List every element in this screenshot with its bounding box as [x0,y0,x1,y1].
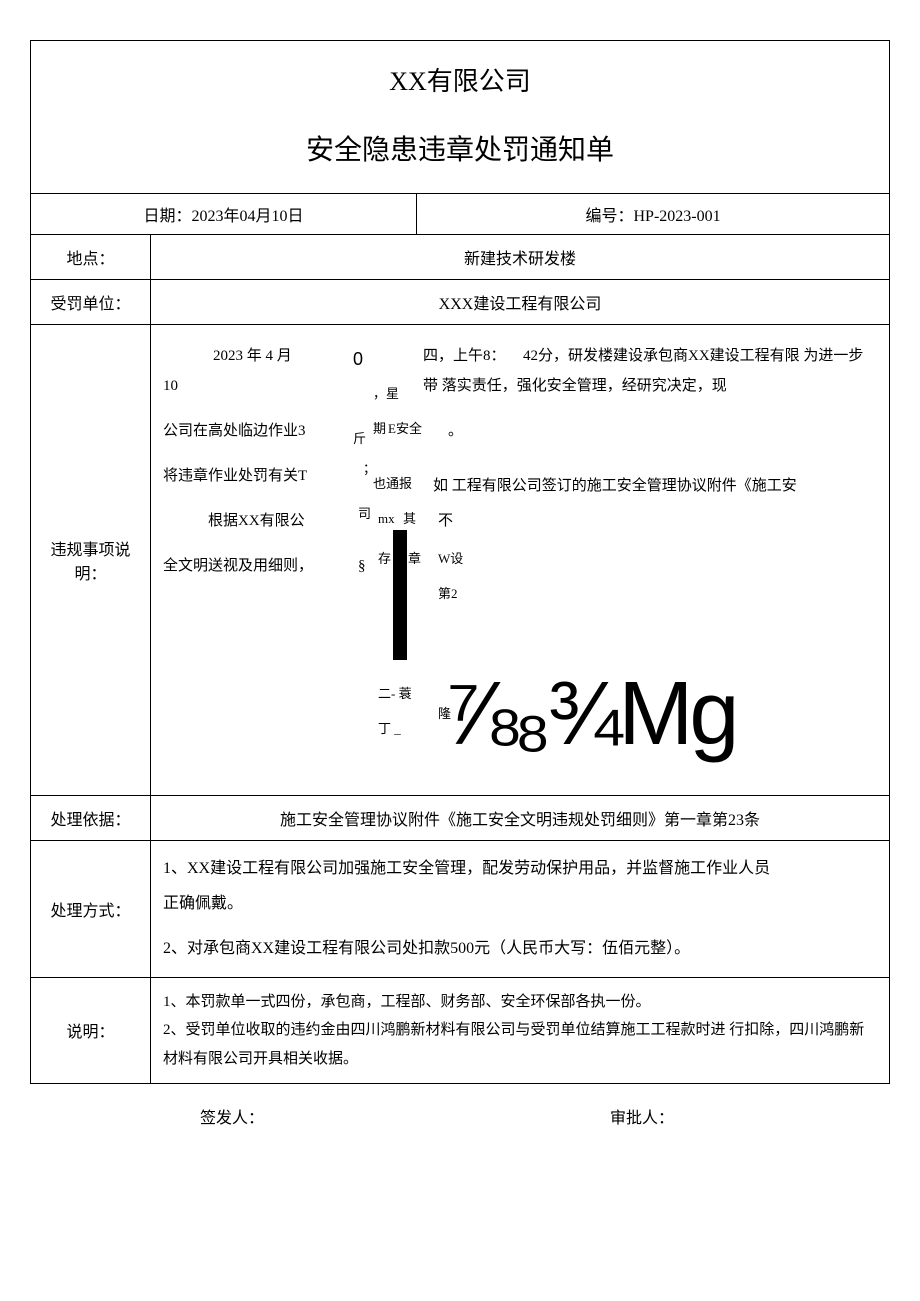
date-value: 2023年04月10日 [192,208,304,225]
notes-line2: 2、受罚单位收取的违约金由四川鸿鹏新材料有限公司与受罚单位结算施工工程款时进 行… [163,1016,877,1073]
frag: 章 [408,545,421,574]
frag: 不 [438,505,453,538]
frag: 42分，研发楼建设承包商XX建设工程有限 为进一步 [523,340,863,373]
frag: 。 [448,415,463,448]
document-title: 安全隐患违章处罚通知单 [31,128,889,168]
frag-qi: 期 [373,415,386,444]
penalized-unit-value: XXX建设工程有限公司 [151,280,889,324]
issuer-label: 签发人： [90,1104,460,1128]
big-glyph: ⅞₈¾Mg [443,615,735,813]
violation-row: 违规事项说明： 2023 年 4 月 0 四，上午8： 42分，研发楼建设承包商… [31,325,889,796]
penalized-unit-label: 受罚单位： [31,280,151,324]
location-label: 地点： [31,235,151,279]
notes-value: 1、本罚款单一式四份，承包商，工程部、财务部、安全环保部各执一份。 2、受罚单位… [151,978,889,1084]
frag: 10 [163,370,178,403]
company-name: XX有限公司 [31,61,889,98]
handling-line3: 2、对承包商XX建设工程有限公司处扣款500元（人民币大写：伍佰元整）。 [163,931,690,966]
frag-jin: 斤 [353,425,366,454]
location-value: 新建技术研发楼 [151,235,889,279]
frag: 公司在高处临边作业3 [163,415,306,448]
frag: E安全 [388,415,422,444]
notes-line1: 1、本罚款单一式四份，承包商，工程部、财务部、安全环保部各执一份。 [163,988,877,1017]
frag: 丁 _ [378,715,401,744]
handling-value: 1、XX建设工程有限公司加强施工安全管理，配发劳动保护用品，并监督施工作业人员 … [151,841,889,977]
date-label: 日期： [144,208,192,225]
serial-value: HP-2023-001 [633,208,720,225]
frag: 带 落实责任，强化安全管理，经研究决定，现 [423,370,727,403]
garbled-text-area: 2023 年 4 月 0 四，上午8： 42分，研发楼建设承包商XX建设工程有限… [163,340,877,780]
handling-line2: 正确佩戴。 [163,886,243,921]
violation-label: 违规事项说明： [31,325,151,795]
frag: 全文明送视及用细则， [163,550,313,583]
serial-cell: 编号：HP-2023-001 [417,194,889,234]
basis-label: 处理依据： [31,796,151,840]
signature-row: 签发人： 审批人： [30,1084,890,1148]
frag: 0 [353,340,363,380]
black-bar [393,530,407,660]
notes-label: 说明： [31,978,151,1084]
handling-line1: 1、XX建设工程有限公司加强施工安全管理，配发劳动保护用品，并监督施工作业人员 [163,851,770,886]
violation-content: 2023 年 4 月 0 四，上午8： 42分，研发楼建设承包商XX建设工程有限… [151,325,889,795]
approver-label: 审批人： [460,1104,830,1128]
handling-row: 处理方式： 1、XX建设工程有限公司加强施工安全管理，配发劳动保护用品，并监督施… [31,841,889,978]
frag: 如 工程有限公司签订的施工安全管理协议附件《施工安 [433,470,797,503]
frag: 也通报 [373,470,412,499]
frag: 司 [358,500,371,529]
handling-label: 处理方式： [31,841,151,977]
notes-row: 说明： 1、本罚款单一式四份，承包商，工程部、财务部、安全环保部各执一份。 2、… [31,978,889,1084]
document-container: XX有限公司 安全隐患违章处罚通知单 日期：2023年04月10日 编号：HP-… [30,40,890,1084]
frag: 四，上午8： [423,340,506,373]
location-row: 地点： 新建技术研发楼 [31,235,889,280]
serial-label: 编号： [585,208,633,225]
header-block: XX有限公司 安全隐患违章处罚通知单 [31,41,889,194]
frag: 存 [378,545,391,574]
frag: 第2 [438,580,458,609]
frag: 将违章作业处罚有关T [163,460,307,493]
date-cell: 日期：2023年04月10日 [31,194,417,234]
frag: 2023 年 4 月 [213,340,292,373]
frag: 根据XX有限公 [208,505,305,538]
meta-row: 日期：2023年04月10日 编号：HP-2023-001 [31,194,889,235]
frag: § [358,550,366,583]
frag: 二- 蓑 [378,680,412,709]
frag: W设 [438,545,463,574]
penalized-unit-row: 受罚单位： XXX建设工程有限公司 [31,280,889,325]
frag-comma-star: ，星 [373,380,399,409]
